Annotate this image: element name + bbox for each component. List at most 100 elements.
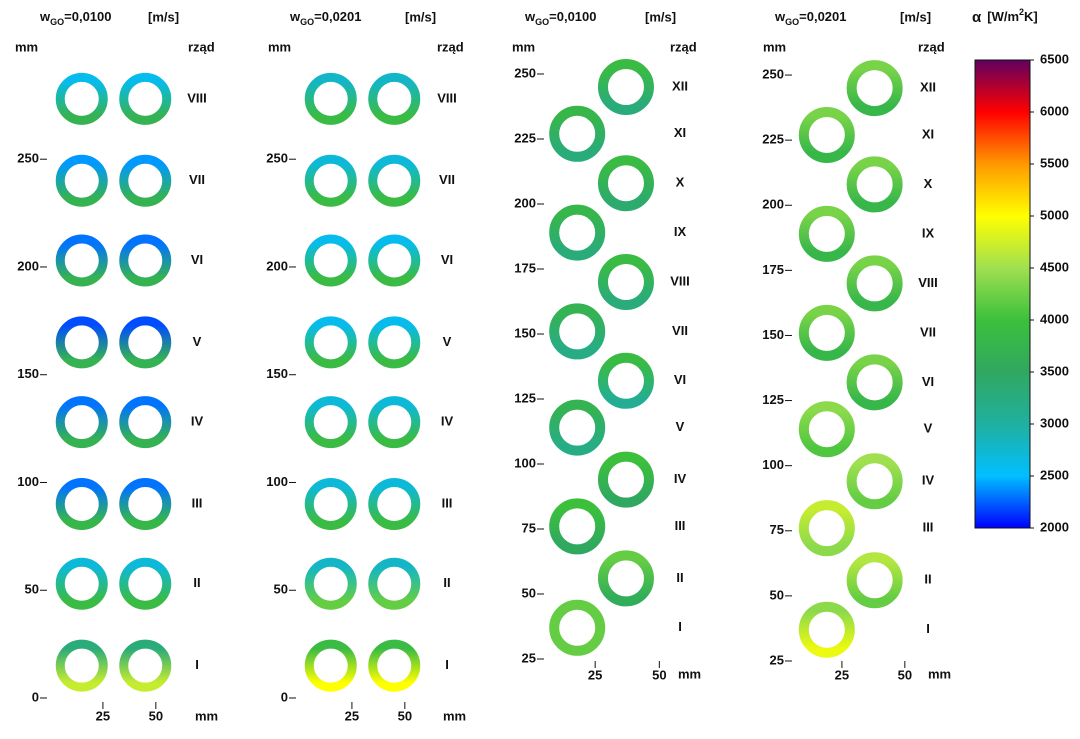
ring	[119, 557, 172, 610]
title-unit: [m/s]	[148, 9, 179, 24]
row-axis-label: rząd	[670, 39, 697, 54]
row-label: IV	[441, 414, 454, 429]
row-label: IV	[922, 473, 935, 488]
y-tick-label: 75	[770, 522, 784, 537]
y-tick-label: 50	[274, 582, 288, 597]
ring	[304, 234, 357, 287]
y-tick-label: 250	[266, 151, 288, 166]
row-label: III	[923, 520, 934, 535]
y-tick-label: 75	[522, 520, 536, 535]
row-label: VII	[189, 172, 205, 187]
panel-title: wGO=0,0201	[289, 9, 362, 27]
ring	[304, 478, 357, 531]
y-tick-label: 200	[762, 197, 784, 212]
title-sub: GO	[300, 17, 314, 27]
row-label: VI	[191, 252, 203, 267]
row-label: III	[442, 495, 453, 510]
y-tick-label: 150	[17, 366, 39, 381]
row-label: I	[926, 621, 930, 636]
ring	[798, 304, 855, 361]
colorbar-title: α [W/m2K]	[972, 7, 1038, 26]
row-axis-label: rząd	[188, 39, 215, 54]
ring	[846, 255, 903, 312]
colorbar-tick-label: 3500	[1040, 363, 1069, 378]
row-label: VII	[672, 323, 688, 338]
row-label: IV	[674, 471, 687, 486]
row-label: VI	[441, 252, 453, 267]
ring	[798, 401, 855, 458]
row-label: III	[192, 495, 203, 510]
row-label: VI	[922, 374, 934, 389]
ring	[368, 639, 421, 692]
ring	[549, 105, 606, 162]
y-tick-label: 25	[522, 650, 536, 665]
y-tick-label: 50	[522, 585, 536, 600]
panel: wGO=0,0201 [m/s] mm rząd mm 0 50 100 150 200 250 25…	[266, 9, 466, 723]
panel: wGO=0,0100 [m/s] mm rząd mm 25 50 75 100 125 150 17…	[512, 9, 701, 682]
title-prefix: w	[774, 9, 786, 24]
title-unit: [m/s]	[645, 9, 676, 24]
ring	[549, 303, 606, 360]
x-axis-label: mm	[928, 666, 951, 681]
row-label: II	[676, 570, 683, 585]
ring	[846, 60, 903, 117]
ring	[119, 396, 172, 449]
y-tick-label: 250	[762, 66, 784, 81]
y-tick-label: 50	[25, 582, 39, 597]
row-label: V	[924, 421, 933, 436]
y-tick-label: 100	[514, 455, 536, 470]
row-label: III	[675, 518, 686, 533]
row-label: VIII	[187, 90, 207, 105]
ring	[304, 557, 357, 610]
ring	[55, 478, 108, 531]
title-unit: [m/s]	[900, 9, 931, 24]
colorbar-tick-label: 2000	[1040, 519, 1069, 534]
ring	[798, 601, 855, 658]
colorbar-unit: K]	[1024, 9, 1038, 24]
ring	[55, 557, 108, 610]
ring	[368, 557, 421, 610]
ring	[55, 316, 108, 369]
row-label: V	[443, 334, 452, 349]
title-value: =0,0201	[314, 9, 361, 24]
row-axis-label: rząd	[437, 39, 464, 54]
title-value: =0,0201	[799, 9, 846, 24]
y-tick-label: 50	[770, 587, 784, 602]
ring	[368, 234, 421, 287]
ring	[368, 478, 421, 531]
y-tick-label: 150	[762, 327, 784, 342]
panel-title: wGO=0,0100	[524, 9, 597, 27]
y-tick-label: 100	[266, 474, 288, 489]
ring	[119, 316, 172, 369]
row-label: X	[676, 175, 685, 190]
y-axis-label: mm	[512, 39, 535, 54]
row-label: V	[676, 419, 685, 434]
y-tick-label: 0	[281, 689, 288, 704]
ring	[304, 316, 357, 369]
title-value: =0,0100	[64, 9, 111, 24]
x-tick-label: 25	[835, 667, 849, 682]
row-label: IX	[922, 225, 935, 240]
title-prefix: w	[289, 9, 301, 24]
ring	[304, 639, 357, 692]
ring	[55, 396, 108, 449]
row-label: II	[924, 572, 931, 587]
ring	[55, 639, 108, 692]
ring	[55, 72, 108, 125]
ring	[798, 500, 855, 557]
ring	[368, 316, 421, 369]
y-tick-label: 125	[762, 392, 784, 407]
ring	[119, 72, 172, 125]
ring	[846, 453, 903, 510]
ring	[597, 59, 654, 115]
colorbar	[974, 59, 1031, 529]
row-label: XII	[672, 78, 688, 93]
x-tick-label: 50	[398, 708, 412, 723]
colorbar-tick-label: 5500	[1040, 155, 1069, 170]
row-label: VI	[674, 372, 686, 387]
colorbar-tick-label: 2500	[1040, 467, 1069, 482]
ring	[55, 154, 108, 207]
row-label: XI	[674, 125, 686, 140]
row-label: I	[445, 657, 449, 672]
